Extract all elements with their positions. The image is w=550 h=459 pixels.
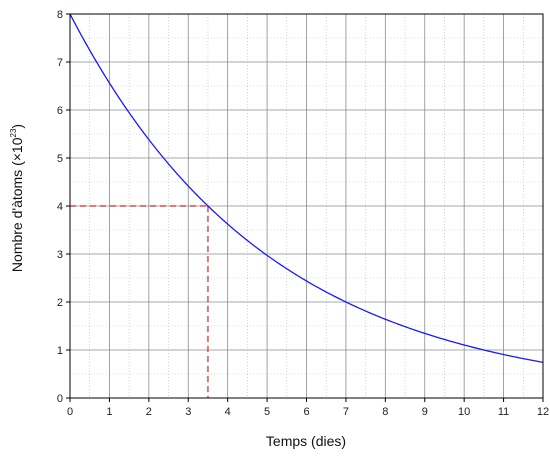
y-tick-label: 6 [57,105,63,117]
x-tick-label: 4 [225,406,231,418]
x-tick-label: 9 [422,406,428,418]
x-tick-label: 8 [382,406,388,418]
y-tick-label: 5 [57,153,63,165]
y-tick-label: 2 [57,297,63,309]
y-tick-label: 0 [57,393,63,405]
y-tick-label: 7 [57,57,63,69]
x-tick-label: 6 [303,406,309,418]
y-tick-label: 4 [57,201,63,213]
x-tick-label: 10 [458,406,470,418]
y-axis-title-close: ) [9,124,25,129]
y-axis-title: Nombre d'àtoms (×1023) [9,124,25,272]
x-tick-label: 11 [498,406,509,418]
x-tick-label: 5 [264,406,270,418]
x-tick-label: 12 [537,406,549,418]
y-axis-ticks: 0 1 2 3 4 5 6 7 8 [57,9,70,405]
y-tick-label: 8 [57,9,63,21]
x-axis-title: Temps (dies) [266,433,346,449]
x-tick-label: 2 [146,406,152,418]
x-tick-label: 0 [67,406,73,418]
plot-frame [69,13,544,399]
half-life-annotation [70,205,209,398]
y-axis-title-base: Nombre d'àtoms (×10 [9,137,25,272]
y-axis-title-exponent: 23 [9,128,18,137]
y-tick-label: 1 [57,345,63,357]
x-tick-label: 7 [343,406,349,418]
y-tick-label: 3 [57,249,63,261]
decay-curve [69,13,544,363]
x-tick-label: 1 [106,406,112,418]
x-axis-ticks: 0 1 2 3 4 5 6 7 8 9 10 11 12 [67,398,549,418]
x-tick-label: 3 [185,406,191,418]
